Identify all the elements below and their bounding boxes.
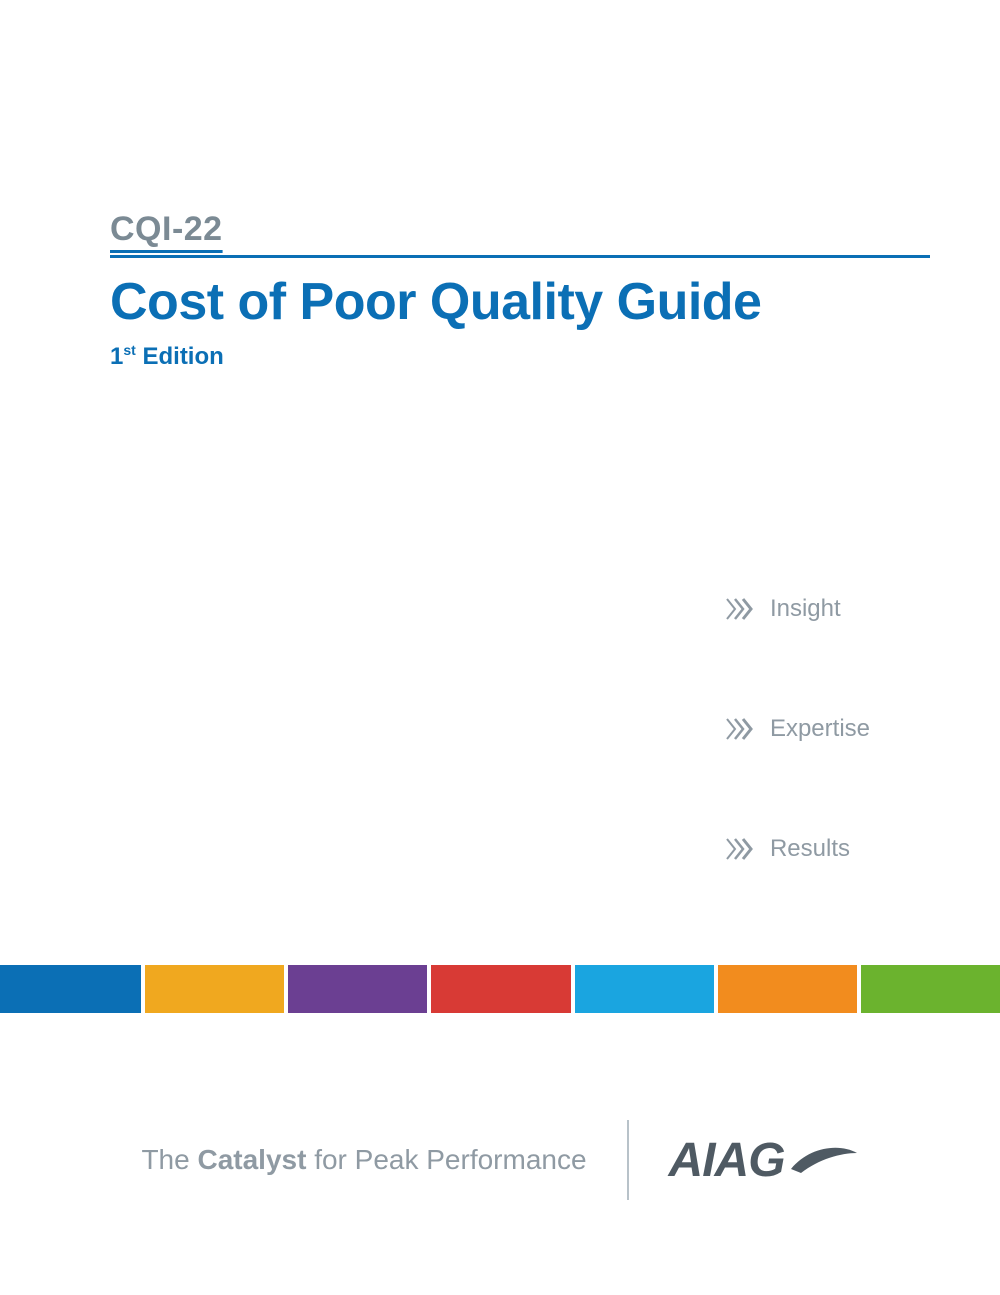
tag-item: Results: [726, 835, 870, 863]
color-strip: [0, 965, 1000, 1013]
footer: The Catalyst for Peak Performance AIAG: [0, 1120, 1000, 1200]
title-rule: [110, 255, 930, 258]
strip-segment: [718, 965, 857, 1013]
edition-word: Edition: [136, 343, 224, 370]
strip-segment: [288, 965, 427, 1013]
swoosh-icon: [789, 1139, 859, 1182]
document-edition: 1st Edition: [110, 342, 930, 371]
logo-text: AIAG: [669, 1133, 785, 1188]
strip-segment: [575, 965, 714, 1013]
tag-label: Expertise: [770, 715, 870, 743]
tagline: The Catalyst for Peak Performance: [141, 1144, 626, 1176]
document-code: CQI-22: [110, 210, 930, 249]
tagline-pre: The: [141, 1144, 197, 1175]
strip-segment: [145, 965, 284, 1013]
logo: AIAG: [629, 1133, 859, 1188]
tagline-bold: Catalyst: [197, 1144, 306, 1175]
tag-label: Results: [770, 835, 850, 863]
chevron-icon: [726, 838, 760, 860]
strip-segment: [431, 965, 570, 1013]
header-block: CQI-22 Cost of Poor Quality Guide 1st Ed…: [110, 210, 930, 371]
chevron-icon: [726, 598, 760, 620]
tag-item: Expertise: [726, 715, 870, 743]
strip-segment: [2, 965, 141, 1013]
edition-ordinal: 1: [110, 343, 123, 370]
tag-label: Insight: [770, 595, 841, 623]
tag-item: Insight: [726, 595, 870, 623]
chevron-icon: [726, 718, 760, 740]
tagline-post: for Peak Performance: [306, 1144, 586, 1175]
document-title: Cost of Poor Quality Guide: [110, 272, 930, 332]
edition-superscript: st: [123, 342, 135, 358]
strip-segment: [861, 965, 1000, 1013]
tag-list: Insight Expertise Results: [726, 595, 870, 863]
